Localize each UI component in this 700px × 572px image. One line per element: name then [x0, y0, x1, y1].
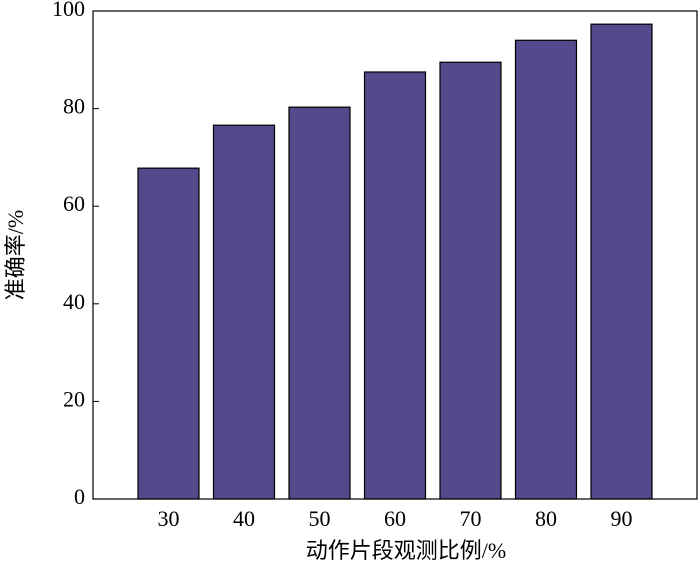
- x-tick-label: 90: [611, 506, 633, 531]
- bar: [590, 23, 653, 500]
- y-tick-label: 0: [74, 484, 85, 509]
- y-tick-label: 100: [52, 0, 85, 21]
- bar: [363, 71, 427, 500]
- bar: [514, 39, 578, 500]
- y-tick-label: 20: [63, 386, 85, 411]
- bar: [288, 106, 351, 500]
- y-tick-label: 40: [63, 289, 85, 314]
- y-axis-label: 准确率/%: [3, 210, 28, 300]
- x-tick-label: 30: [158, 506, 180, 531]
- x-tick-label: 40: [233, 506, 255, 531]
- x-tick-label: 70: [460, 506, 482, 531]
- bar: [212, 124, 276, 500]
- y-tick-label: 80: [63, 94, 85, 119]
- y-tick-label: 60: [63, 191, 85, 216]
- bar: [137, 167, 200, 500]
- plot-frame: [92, 10, 698, 500]
- x-tick-label: 50: [309, 506, 331, 531]
- x-axis-label: 动作片段观测比例/%: [306, 538, 506, 563]
- x-tick-label: 80: [535, 506, 557, 531]
- x-tick-label: 60: [384, 506, 406, 531]
- bar: [439, 61, 502, 500]
